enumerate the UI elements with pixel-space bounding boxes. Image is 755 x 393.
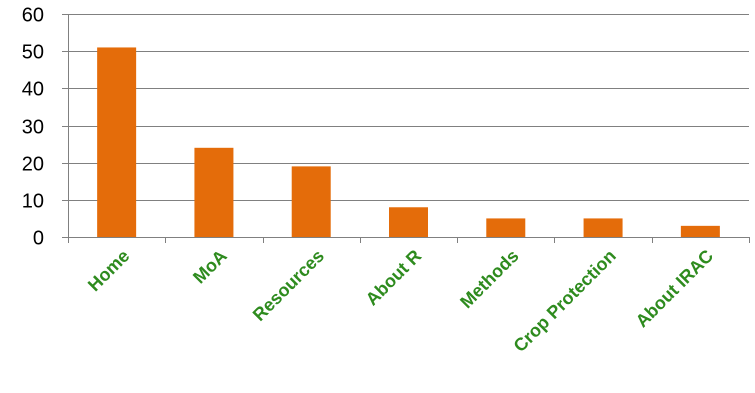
x-tick-label: MoA (189, 246, 231, 288)
y-tick-label: 30 (22, 117, 44, 139)
y-tick-label: 20 (22, 154, 44, 176)
x-tick-label: About R (362, 246, 426, 310)
x-tick-label: Methods (456, 246, 522, 312)
bar (97, 47, 137, 238)
y-tick-label: 60 (22, 5, 44, 27)
bars (97, 47, 720, 238)
y-tick-labels: 0 10 20 30 40 50 60 (22, 5, 44, 250)
bar (389, 207, 428, 237)
y-tick-label: 0 (33, 228, 44, 250)
gridlines (68, 14, 749, 201)
y-tick-label: 40 (22, 79, 44, 101)
x-tick-label: Home (84, 246, 134, 296)
bar (680, 225, 720, 237)
x-tick-label: Crop Protection (510, 246, 620, 356)
axes (62, 14, 750, 243)
bar (291, 166, 331, 237)
y-tick-label: 50 (22, 42, 44, 64)
bar (194, 147, 234, 237)
bar (486, 218, 526, 237)
bar (583, 218, 623, 237)
y-tick-label: 10 (22, 191, 44, 213)
x-tick-label: Resources (249, 246, 328, 325)
x-tick-label: About IRAC (632, 246, 718, 332)
